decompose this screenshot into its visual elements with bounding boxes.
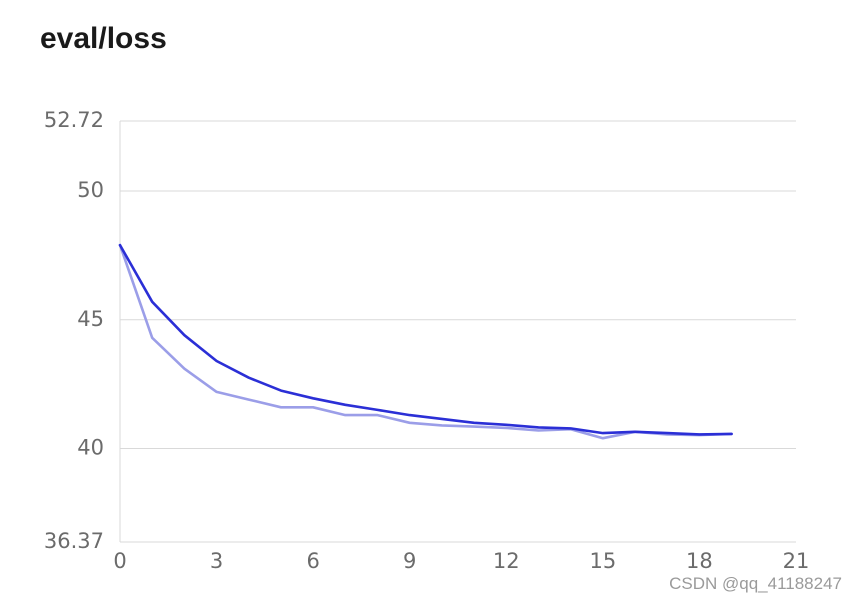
y-tick-label: 40 [77, 436, 104, 460]
y-tick-label: 52.72 [44, 108, 104, 132]
grid-layer [120, 120, 796, 543]
series-line-2 [118, 243, 733, 436]
y-tick-label: 45 [77, 307, 104, 331]
x-tick-label: 0 [113, 549, 126, 573]
series-layer [118, 243, 733, 440]
x-tick-label: 3 [210, 549, 223, 573]
x-tick-label: 15 [589, 549, 616, 573]
x-tick-label: 6 [306, 549, 319, 573]
watermark-text: CSDN @qq_41188247 [669, 574, 842, 593]
x-tick-label: 12 [493, 549, 520, 573]
x-tick-label: 9 [403, 549, 416, 573]
x-tick-label: 18 [686, 549, 713, 573]
y-tick-label: 50 [77, 178, 104, 202]
y-tick-label: 36.37 [44, 529, 104, 553]
label-layer: 36.37 40 45 50 52.72 0 3 6 9 12 15 18 21 [44, 108, 809, 573]
chart-title: eval/loss [40, 22, 167, 55]
series-line-1 [118, 243, 733, 440]
x-tick-label: 21 [783, 549, 810, 573]
